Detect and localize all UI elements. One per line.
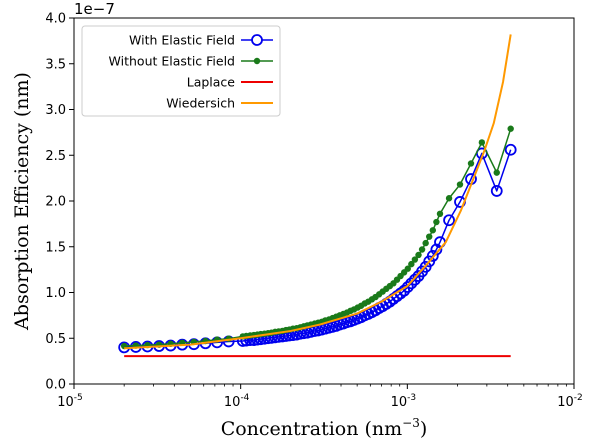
data-point: [415, 251, 422, 259]
x-tick-label: 10-5: [57, 393, 83, 410]
legend-marker: [251, 34, 263, 46]
data-point: [405, 277, 418, 290]
y-tick-label: 1.0: [45, 286, 66, 301]
plot-area: [118, 34, 517, 358]
data-point: [478, 139, 486, 146]
y-tick-label: 2.0: [45, 195, 66, 210]
data-point: [493, 169, 500, 176]
y-offset-text: 1e−7: [74, 0, 115, 18]
data-point: [401, 281, 414, 293]
data-point: [426, 249, 439, 262]
y-tick-label: 4.0: [45, 12, 66, 27]
data-point: [467, 160, 475, 167]
y-axis: 0.0 0.5 1.0 1.5 2.0 2.5 3.0 3.5 4.0: [45, 12, 74, 393]
y-tick-label: 1.5: [45, 240, 66, 255]
legend-box: [81, 25, 281, 117]
y-axis-title: Absorption Efficiency (nm): [11, 72, 33, 331]
y-tick-label: 0.5: [45, 332, 66, 347]
wiedersich-line: [124, 34, 512, 350]
data-point: [411, 256, 419, 263]
y-tick-label: 0.0: [45, 378, 66, 393]
data-point: [456, 181, 464, 188]
data-point: [436, 210, 444, 218]
y-tick-label: 3.5: [45, 57, 66, 72]
x-axis: 10-5 10-4 10-3 10-2: [57, 384, 583, 410]
data-point: [443, 214, 455, 227]
data-point: [408, 260, 415, 268]
x-tick-label: 10-3: [391, 393, 417, 410]
legend-label: Wiedersich: [166, 96, 235, 111]
legend-label: Laplace: [187, 75, 236, 90]
x-axis-title: Concentration (nm−3): [221, 416, 428, 440]
x-tick-label: 10-4: [224, 393, 250, 410]
legend-label: Without Elastic Field: [109, 54, 235, 69]
data-point: [433, 218, 440, 226]
data-point: [504, 143, 517, 156]
data-point: [445, 195, 453, 202]
y-tick-label: 3.0: [45, 103, 66, 118]
legend-marker: [253, 57, 261, 65]
data-point: [429, 227, 437, 234]
legend: With Elastic Field Without Elastic Field L…: [81, 25, 281, 117]
data-point: [490, 185, 503, 197]
legend-label: With Elastic Field: [129, 33, 235, 48]
data-point: [422, 239, 429, 247]
data-point: [408, 273, 421, 286]
data-point: [507, 125, 514, 132]
x-tick-label: 10-2: [557, 393, 583, 410]
data-point: [404, 265, 411, 272]
y-tick-label: 2.5: [45, 149, 66, 164]
data-point: [418, 246, 426, 253]
data-point: [426, 233, 433, 240]
